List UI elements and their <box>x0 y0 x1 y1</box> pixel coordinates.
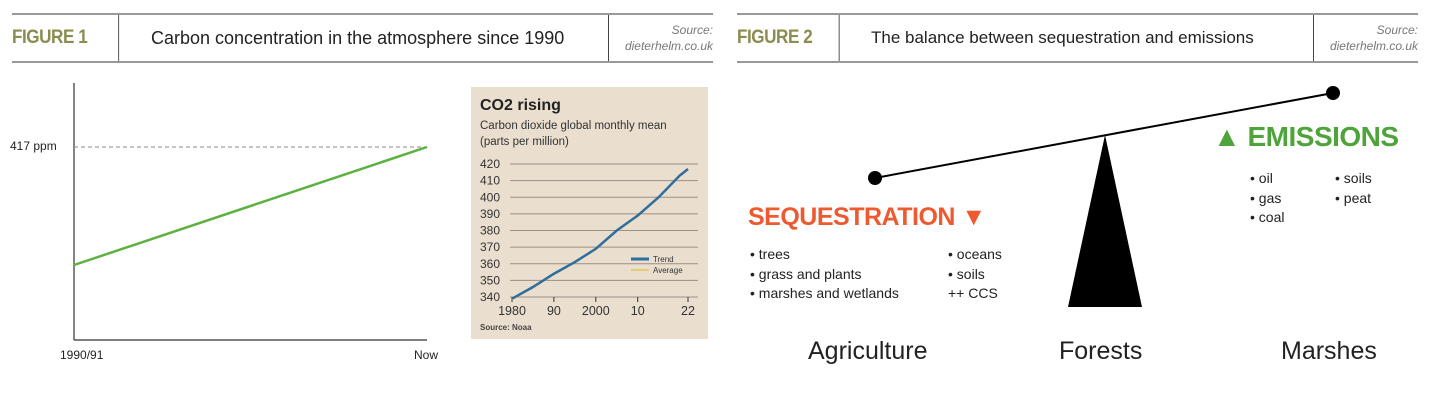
list-item: • soils <box>1335 170 1372 186</box>
figure2-source: Source: dieterhelm.co.uk <box>1314 22 1418 54</box>
figure1-label: FIGURE 1 <box>12 15 120 61</box>
y-tick-label: 360 <box>480 257 500 271</box>
inset-subtitle-units: (parts per million) <box>480 136 569 148</box>
sequestration-heading: SEQUESTRATION ▼ <box>748 203 986 231</box>
seesaw-beam <box>874 92 1334 179</box>
x-end-label: Now <box>414 348 439 362</box>
sequestration-list-1: • trees • grass and plants • marshes and… <box>750 245 899 304</box>
category-forests: Forests <box>1059 337 1143 365</box>
list-item: ++ CCS <box>948 285 998 301</box>
x-start-label: 1990/91 <box>60 348 104 362</box>
legend-label: Average <box>653 266 683 275</box>
list-item: • gas <box>1250 189 1282 206</box>
inset-source: Source: Noaa <box>480 323 532 332</box>
fulcrum-triangle <box>1068 135 1142 307</box>
series-line-trend <box>511 168 689 300</box>
figure2-header: FIGURE 2 The balance between sequestrati… <box>737 13 1418 63</box>
figure1-chart <box>73 83 428 341</box>
list-item: • coal <box>1250 209 1285 225</box>
legend-label: Trend <box>653 255 674 264</box>
figure2-label: FIGURE 2 <box>737 15 840 61</box>
inset-title: CO2 rising <box>480 97 561 114</box>
figure2-title: The balance between sequestration and em… <box>851 15 1314 61</box>
category-marshes: Marshes <box>1281 337 1377 365</box>
source-label: Source: <box>1376 23 1418 37</box>
inset-subtitle: Carbon dioxide global monthly mean <box>480 120 667 132</box>
figure1-title: Carbon concentration in the atmosphere s… <box>131 15 609 61</box>
y-tick-label: 410 <box>480 174 500 188</box>
list-item: • marshes and wetlands <box>750 285 899 301</box>
y-tick-label: 420 <box>480 157 500 171</box>
y-tick-label: 400 <box>480 190 500 204</box>
x-tick-label: 2000 <box>582 304 610 318</box>
x-tick-label: 1980 <box>498 304 526 318</box>
list-item: • trees <box>750 246 790 262</box>
list-item: • grass and plants <box>750 265 862 282</box>
y-tick-label: 340 <box>480 290 500 304</box>
beam-end-right <box>1326 86 1340 100</box>
sequestration-list-2: • oceans • soils ++ CCS <box>948 245 1002 304</box>
co2-inset-chart: CO2 rising Carbon dioxide global monthly… <box>471 87 708 339</box>
figure1-source: Source: dieterhelm.co.uk <box>609 22 713 54</box>
y-tick-label: 390 <box>480 207 500 221</box>
y-marker-label: 417 ppm <box>10 139 57 153</box>
x-tick-label: 90 <box>547 304 561 318</box>
source-label: Source: <box>671 23 713 37</box>
list-item: • oil <box>1250 170 1273 186</box>
x-tick-label: 22 <box>681 304 695 318</box>
figure1-header: FIGURE 1 Carbon concentration in the atm… <box>12 13 713 63</box>
beam-end-left <box>868 171 882 185</box>
x-tick-label: 10 <box>631 304 645 318</box>
y-tick-label: 370 <box>480 240 500 254</box>
concentration-line <box>73 145 428 267</box>
category-agriculture: Agriculture <box>808 337 928 365</box>
list-item: • peat <box>1335 189 1372 206</box>
y-tick-label: 380 <box>480 224 500 238</box>
emissions-list-1: • oil • gas • coal <box>1250 169 1284 228</box>
source-url: dieterhelm.co.uk <box>1329 39 1418 53</box>
emissions-heading: ▲ EMISSIONS <box>1213 121 1399 152</box>
source-url: dieterhelm.co.uk <box>624 39 713 53</box>
y-tick-label: 350 <box>480 273 500 287</box>
emissions-list-2: • soils • peat <box>1335 169 1372 208</box>
list-item: • soils <box>948 265 985 282</box>
list-item: • oceans <box>948 246 1002 262</box>
